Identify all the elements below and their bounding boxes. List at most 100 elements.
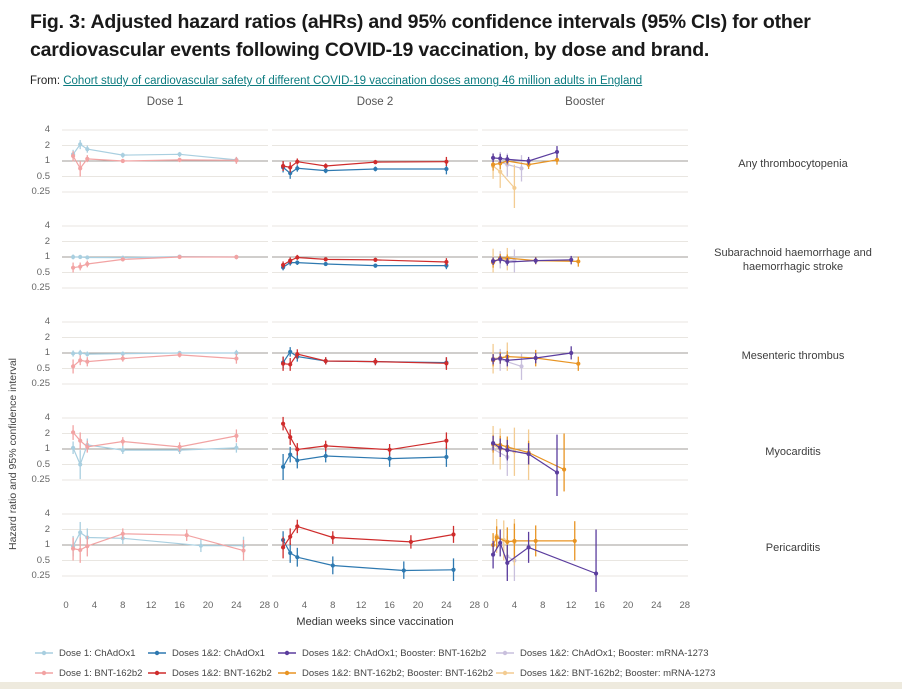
panel-subarachnoid-dose2 — [272, 216, 478, 305]
legend-label: Doses 1&2: ChAdOx1; Booster: mRNA-1273 — [520, 647, 709, 659]
figure-plot-area: Hazard ratio and 95% confidence interval… — [0, 96, 902, 628]
row-label-mesenteric: Mesenteric thrombus — [741, 349, 845, 362]
source-article-link[interactable]: Cohort study of cardiovascular safety of… — [63, 75, 643, 88]
row-label-subarachnoid: Subarachnoid haemorrhage and haemorrhagi… — [714, 246, 872, 274]
chart-canvas — [62, 225, 268, 289]
series-marker-icon — [496, 671, 514, 676]
panel-thrombocytopenia-dose1 — [62, 120, 268, 209]
legend-item: Dose 1: ChAdOx1 — [35, 643, 148, 663]
legend-marker-icon — [278, 668, 296, 678]
y-tick-gutter: 4 2 1 0.5 0.25 — [0, 408, 62, 496]
x-tick-label: 24 — [441, 600, 452, 612]
y-tick-label: 0.25 — [31, 474, 51, 486]
x-axis-ticks: 0 4 8 12 16 20 24 28 0 4 8 12 16 20 24 28 0 4 8 12 16 20 24 2… — [62, 600, 902, 613]
x-tick-label: 12 — [145, 600, 157, 612]
y-tick-label: 4 — [44, 412, 50, 424]
chart-canvas — [482, 225, 688, 289]
chart-canvas — [272, 513, 478, 582]
y-tick-label: 1 — [44, 443, 50, 455]
panel-subarachnoid-booster — [482, 216, 688, 305]
y-tick-label: 4 — [44, 316, 50, 328]
series-marker-icon — [496, 651, 514, 656]
legend-label: Doses 1&2: ChAdOx1 — [172, 647, 265, 659]
x-ticks-booster: 0 4 8 12 16 20 24 28 — [482, 600, 691, 613]
x-tick-label: 16 — [594, 600, 605, 612]
chart-canvas — [272, 417, 478, 481]
x-tick-label: 16 — [384, 600, 395, 612]
panel-mesenteric-dose1 — [62, 312, 268, 401]
x-tick-label: 0 — [273, 600, 279, 612]
legend-item: Dose 1: BNT-162b2 — [35, 663, 148, 683]
y-tick-label: 2 — [44, 523, 50, 535]
chart-canvas — [62, 321, 268, 385]
x-tick-label: 20 — [412, 600, 424, 612]
series-marker-icon — [35, 671, 53, 676]
x-axis-label: Median weeks since vaccination — [296, 616, 454, 629]
panel-pericarditis-booster — [482, 504, 688, 602]
y-tick-label: 0.5 — [36, 362, 50, 374]
x-tick-label: 8 — [120, 600, 126, 612]
y-tick-label: 4 — [44, 508, 50, 520]
legend-item: Doses 1&2: ChAdOx1; Booster: BNT-162b2 — [278, 643, 496, 663]
panel-myocarditis-dose1 — [62, 408, 268, 497]
legend-marker-icon — [148, 648, 166, 658]
panel-myocarditis-booster — [482, 408, 688, 497]
x-tick-label: 12 — [565, 600, 577, 612]
chart-row-subarachnoid: 4 2 1 0.5 0.25 Subarachnoid haemorrhage and … — [0, 216, 902, 305]
row-label-myocarditis: Myocarditis — [765, 445, 821, 458]
x-tick-label: 8 — [330, 600, 336, 612]
legend-item: Doses 1&2: ChAdOx1; Booster: mRNA-1273 — [496, 643, 902, 663]
x-tick-label: 28 — [469, 600, 481, 612]
row-label-pericarditis: Pericarditis — [765, 541, 821, 554]
source-prefix: From: — [30, 75, 61, 88]
x-tick-label: 28 — [679, 600, 691, 612]
x-tick-label: 24 — [651, 600, 662, 612]
x-tick-label: 20 — [622, 600, 634, 612]
panel-subarachnoid-dose1 — [62, 216, 268, 305]
x-tick-label: 4 — [301, 600, 308, 612]
y-tick-label: 0.25 — [31, 282, 51, 294]
y-tick-label: 0.5 — [36, 170, 50, 182]
y-tick-gutter: 4 2 1 0.5 0.25 — [0, 312, 62, 400]
chart-row-thrombocytopenia: 4 2 1 0.5 0.25 Any thrombocytopenia — [0, 120, 902, 209]
chart-row-pericarditis: 4 2 1 0.5 0.25 Pericarditis — [0, 504, 902, 602]
chart-canvas — [482, 417, 688, 497]
chart-canvas — [482, 321, 688, 385]
y-tick-label: 0.25 — [31, 186, 51, 198]
legend-item: Doses 1&2: ChAdOx1 — [148, 643, 278, 663]
x-tick-label: 0 — [63, 600, 69, 612]
panel-mesenteric-dose2 — [272, 312, 478, 401]
legend-marker-icon — [496, 648, 514, 658]
x-tick-label: 0 — [483, 600, 489, 612]
row-label-thrombocytopenia: Any thrombocytopenia — [738, 157, 848, 170]
y-tick-label: 1 — [44, 251, 50, 263]
y-tick-label: 1 — [44, 155, 50, 167]
series-marker-icon — [148, 651, 166, 656]
column-header-booster: Booster — [565, 96, 605, 109]
panel-thrombocytopenia-dose2 — [272, 120, 478, 209]
chart-canvas — [482, 129, 688, 209]
y-tick-label: 1 — [44, 347, 50, 359]
panel-thrombocytopenia-booster — [482, 120, 688, 209]
x-tick-label: 24 — [231, 600, 242, 612]
legend: Dose 1: ChAdOx1 Dose 1: BNT-162b2 Doses … — [35, 643, 902, 683]
legend-marker-icon — [278, 648, 296, 658]
x-tick-label: 8 — [540, 600, 546, 612]
chart-canvas — [62, 417, 268, 481]
figure-title: Fig. 3: Adjusted hazard ratios (aHRs) an… — [30, 11, 811, 61]
panel-pericarditis-dose1 — [62, 504, 268, 593]
series-marker-icon — [35, 651, 53, 656]
chart-canvas — [62, 513, 268, 577]
page-bottom-divider — [0, 682, 902, 689]
x-ticks-dose1: 0 4 8 12 16 20 24 28 — [62, 600, 270, 613]
chart-canvas — [272, 225, 478, 289]
y-tick-gutter: 4 2 1 0.5 0.25 — [0, 504, 62, 592]
legend-label: Dose 1: BNT-162b2 — [59, 667, 143, 679]
y-tick-label: 4 — [44, 220, 50, 232]
legend-label: Doses 1&2: BNT-162b2; Booster: mRNA-1273 — [520, 667, 716, 679]
y-tick-label: 2 — [44, 331, 50, 343]
chart-canvas — [62, 129, 268, 193]
x-tick-label: 12 — [355, 600, 367, 612]
x-ticks-dose2: 0 4 8 12 16 20 24 28 — [272, 600, 481, 613]
